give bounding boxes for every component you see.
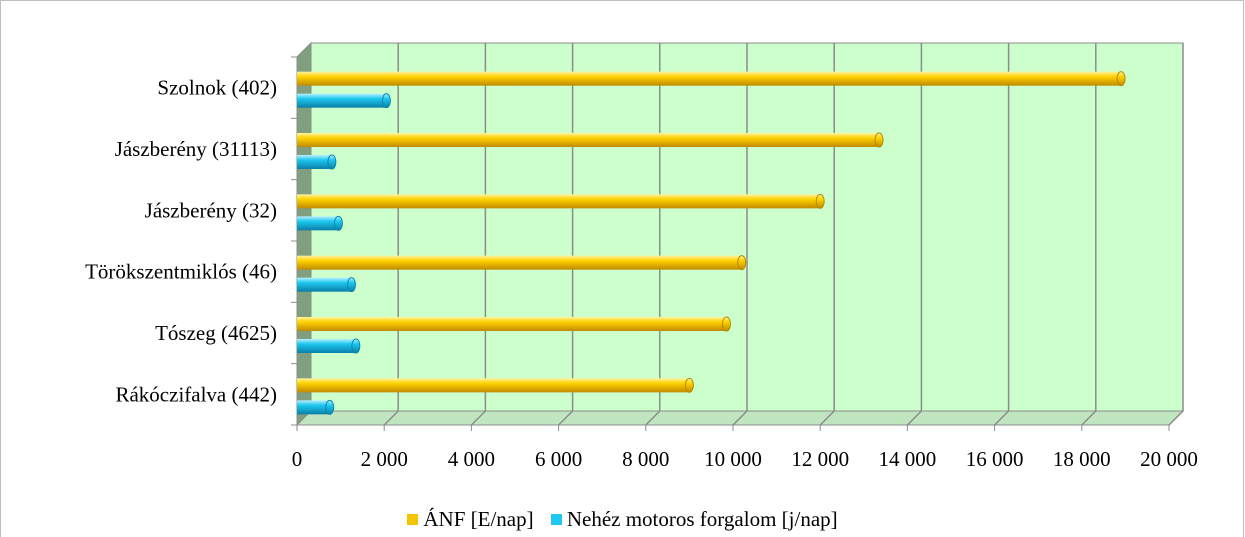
bar-anf — [297, 316, 731, 332]
gridline-floor — [1081, 410, 1097, 426]
bar-chart: Szolnok (402) Jászberény (31113) Jászberén… — [85, 41, 1198, 471]
x-tick-label: 12 000 — [791, 447, 849, 471]
bar-anf-cap — [737, 255, 747, 271]
bar-anf-body — [297, 133, 880, 147]
gridline-floor — [994, 410, 1010, 426]
legend-label-anf: ÁNF [E/nap] — [423, 507, 534, 531]
bar-heavy-traffic-cap — [351, 338, 361, 354]
bar-anf-cap — [1116, 71, 1126, 87]
bar-heavy-traffic — [297, 399, 335, 415]
bar-heavy-traffic-body — [297, 93, 387, 108]
gridline-floor — [383, 410, 399, 426]
bar-anf-body — [297, 317, 727, 331]
category-label: Jászberény (31113) — [115, 137, 277, 161]
bar-anf-cap — [684, 377, 694, 393]
bar-anf — [297, 132, 884, 148]
x-tick-label: 20 000 — [1140, 447, 1198, 471]
category-label: Szolnok (402) — [157, 76, 277, 100]
bar-heavy-traffic — [297, 338, 361, 354]
bar-heavy-traffic-cap — [381, 93, 391, 109]
gridline-floor — [906, 410, 922, 426]
gridlines — [291, 43, 1184, 431]
bar-anf-body — [297, 378, 690, 393]
bar-heavy-traffic — [297, 93, 391, 109]
bar-heavy-traffic — [297, 215, 343, 231]
bar-anf — [297, 377, 694, 393]
bar-heavy-traffic-body — [297, 155, 332, 169]
x-tick-label: 0 — [292, 447, 303, 471]
bar-anf — [297, 71, 1126, 87]
bar-anf — [297, 255, 747, 271]
legend-swatch-heavy — [550, 514, 562, 525]
category-labels: Szolnok (402) Jászberény (31113) Jászberén… — [85, 76, 277, 407]
bar-heavy-traffic-body — [297, 339, 356, 353]
category-label: Jászberény (32) — [145, 198, 277, 222]
x-tick-labels: 0 2 000 4 000 6 000 8 000 10 000 12 000 14 000 1… — [292, 447, 1198, 471]
gridline-floor — [645, 410, 661, 426]
bar-heavy-traffic-cap — [327, 154, 337, 170]
bar-heavy-traffic-body — [297, 400, 330, 415]
bar-heavy-traffic — [297, 154, 337, 170]
bar-anf-cap — [721, 316, 731, 332]
bar-anf-body — [297, 255, 742, 270]
bar-heavy-traffic — [297, 277, 356, 293]
legend-item-anf: ÁNF [E/nap] — [407, 507, 534, 532]
category-label: Rákóczifalva (442) — [115, 382, 277, 406]
category-label: Törökszentmiklós (46) — [85, 260, 277, 284]
x-tick-label: 8 000 — [622, 447, 669, 471]
bars — [297, 71, 1126, 415]
bar-anf-body — [297, 71, 1122, 86]
bar-anf-cap — [874, 132, 884, 148]
bar-heavy-traffic-cap — [333, 215, 343, 231]
gridline-floor — [1168, 410, 1184, 426]
legend-label-heavy: Nehéz motoros forgalom [j/nap] — [566, 507, 838, 531]
bar-heavy-traffic-body — [297, 277, 352, 292]
x-tick-label: 14 000 — [879, 447, 937, 471]
bar-anf-body — [297, 194, 821, 209]
bar-anf-cap — [815, 193, 825, 209]
gridline-floor — [470, 410, 486, 426]
x-tick-label: 10 000 — [704, 447, 762, 471]
x-tick-label: 4 000 — [448, 447, 495, 471]
x-tick-label: 6 000 — [535, 447, 582, 471]
bar-anf — [297, 193, 825, 209]
x-tick-label: 2 000 — [361, 447, 408, 471]
category-label: Tószeg (4625) — [155, 321, 277, 345]
legend-item-heavy: Nehéz motoros forgalom [j/nap] — [550, 507, 838, 532]
x-tick-label: 18 000 — [1053, 447, 1111, 471]
legend: ÁNF [E/nap] Nehéz motoros forgalom [j/na… — [0, 507, 1245, 532]
gridline-floor — [558, 410, 574, 426]
bar-heavy-traffic-cap — [325, 399, 335, 415]
legend-swatch-anf — [407, 514, 419, 525]
gridline-floor — [732, 410, 748, 426]
x-tick-label: 16 000 — [966, 447, 1024, 471]
bar-heavy-traffic-cap — [347, 277, 356, 293]
gridline-floor — [819, 410, 835, 426]
bar-heavy-traffic-body — [297, 216, 339, 231]
